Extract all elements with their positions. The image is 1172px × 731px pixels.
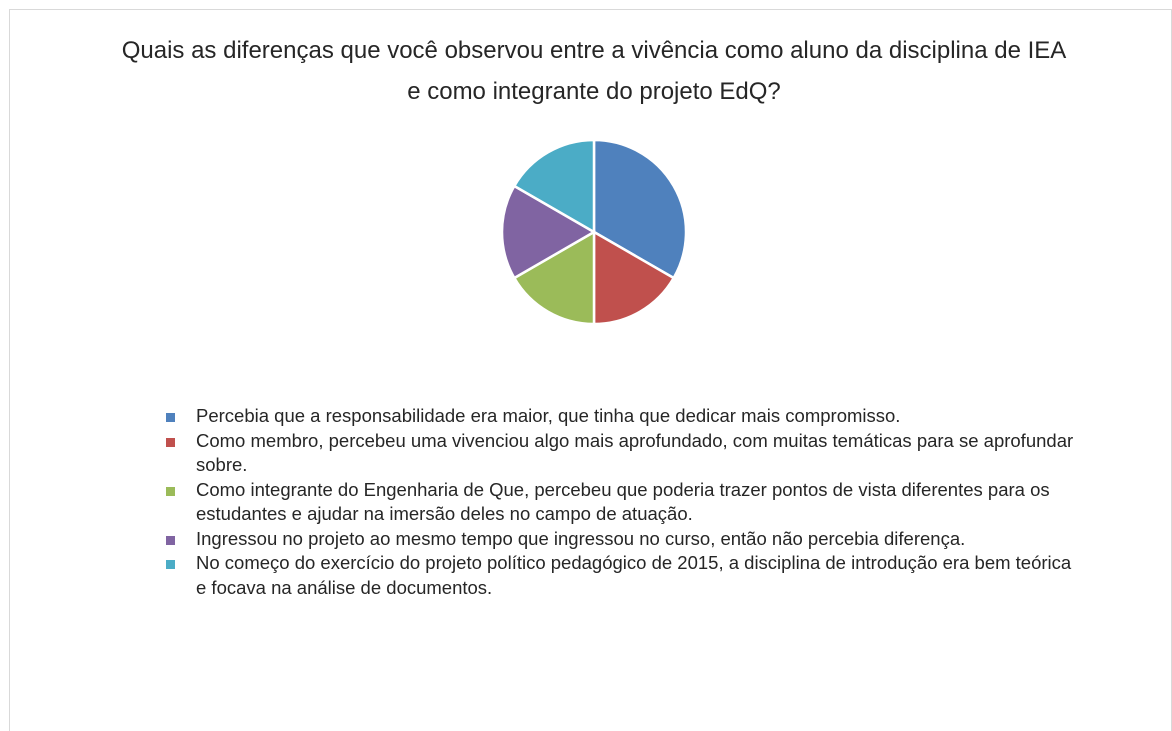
legend-swatch [166, 486, 175, 496]
pie-slice [512, 138, 596, 235]
legend-swatch [166, 560, 175, 569]
pie-slice [500, 184, 597, 280]
pie-slice [592, 229, 676, 326]
legend-label: Como membro, percebeu uma vivenciou algo… [196, 429, 1074, 476]
pie-slice [512, 229, 596, 326]
legend-item: Como membro, percebeu uma vivenciou algo… [166, 429, 1086, 478]
legend: Percebia que a responsabilidade era maio… [166, 404, 1086, 600]
legend-swatch [166, 413, 175, 422]
chart-title: Quais as diferenças que você observou en… [121, 37, 1067, 105]
legend-swatch [166, 535, 175, 545]
legend-item: Como integrante do Engenharia de Que, pe… [166, 478, 1086, 527]
legend-label: No começo do exercício do projeto políti… [196, 552, 1072, 598]
pie-slice [592, 138, 688, 280]
legend-item: No começo do exercício do projeto políti… [166, 551, 1086, 600]
legend-item: Percebia que a responsabilidade era maio… [166, 404, 1086, 429]
legend-label: Como integrante do Engenharia de Que, pe… [196, 478, 1050, 525]
legend-label: Percebia que a responsabilidade era maio… [196, 405, 901, 426]
pie-area [500, 138, 688, 326]
legend-item: Ingressou no projeto ao mesmo tempo que … [166, 527, 1086, 552]
legend-label: Ingressou no projeto ao mesmo tempo que … [196, 527, 966, 549]
legend-swatch [166, 437, 175, 447]
